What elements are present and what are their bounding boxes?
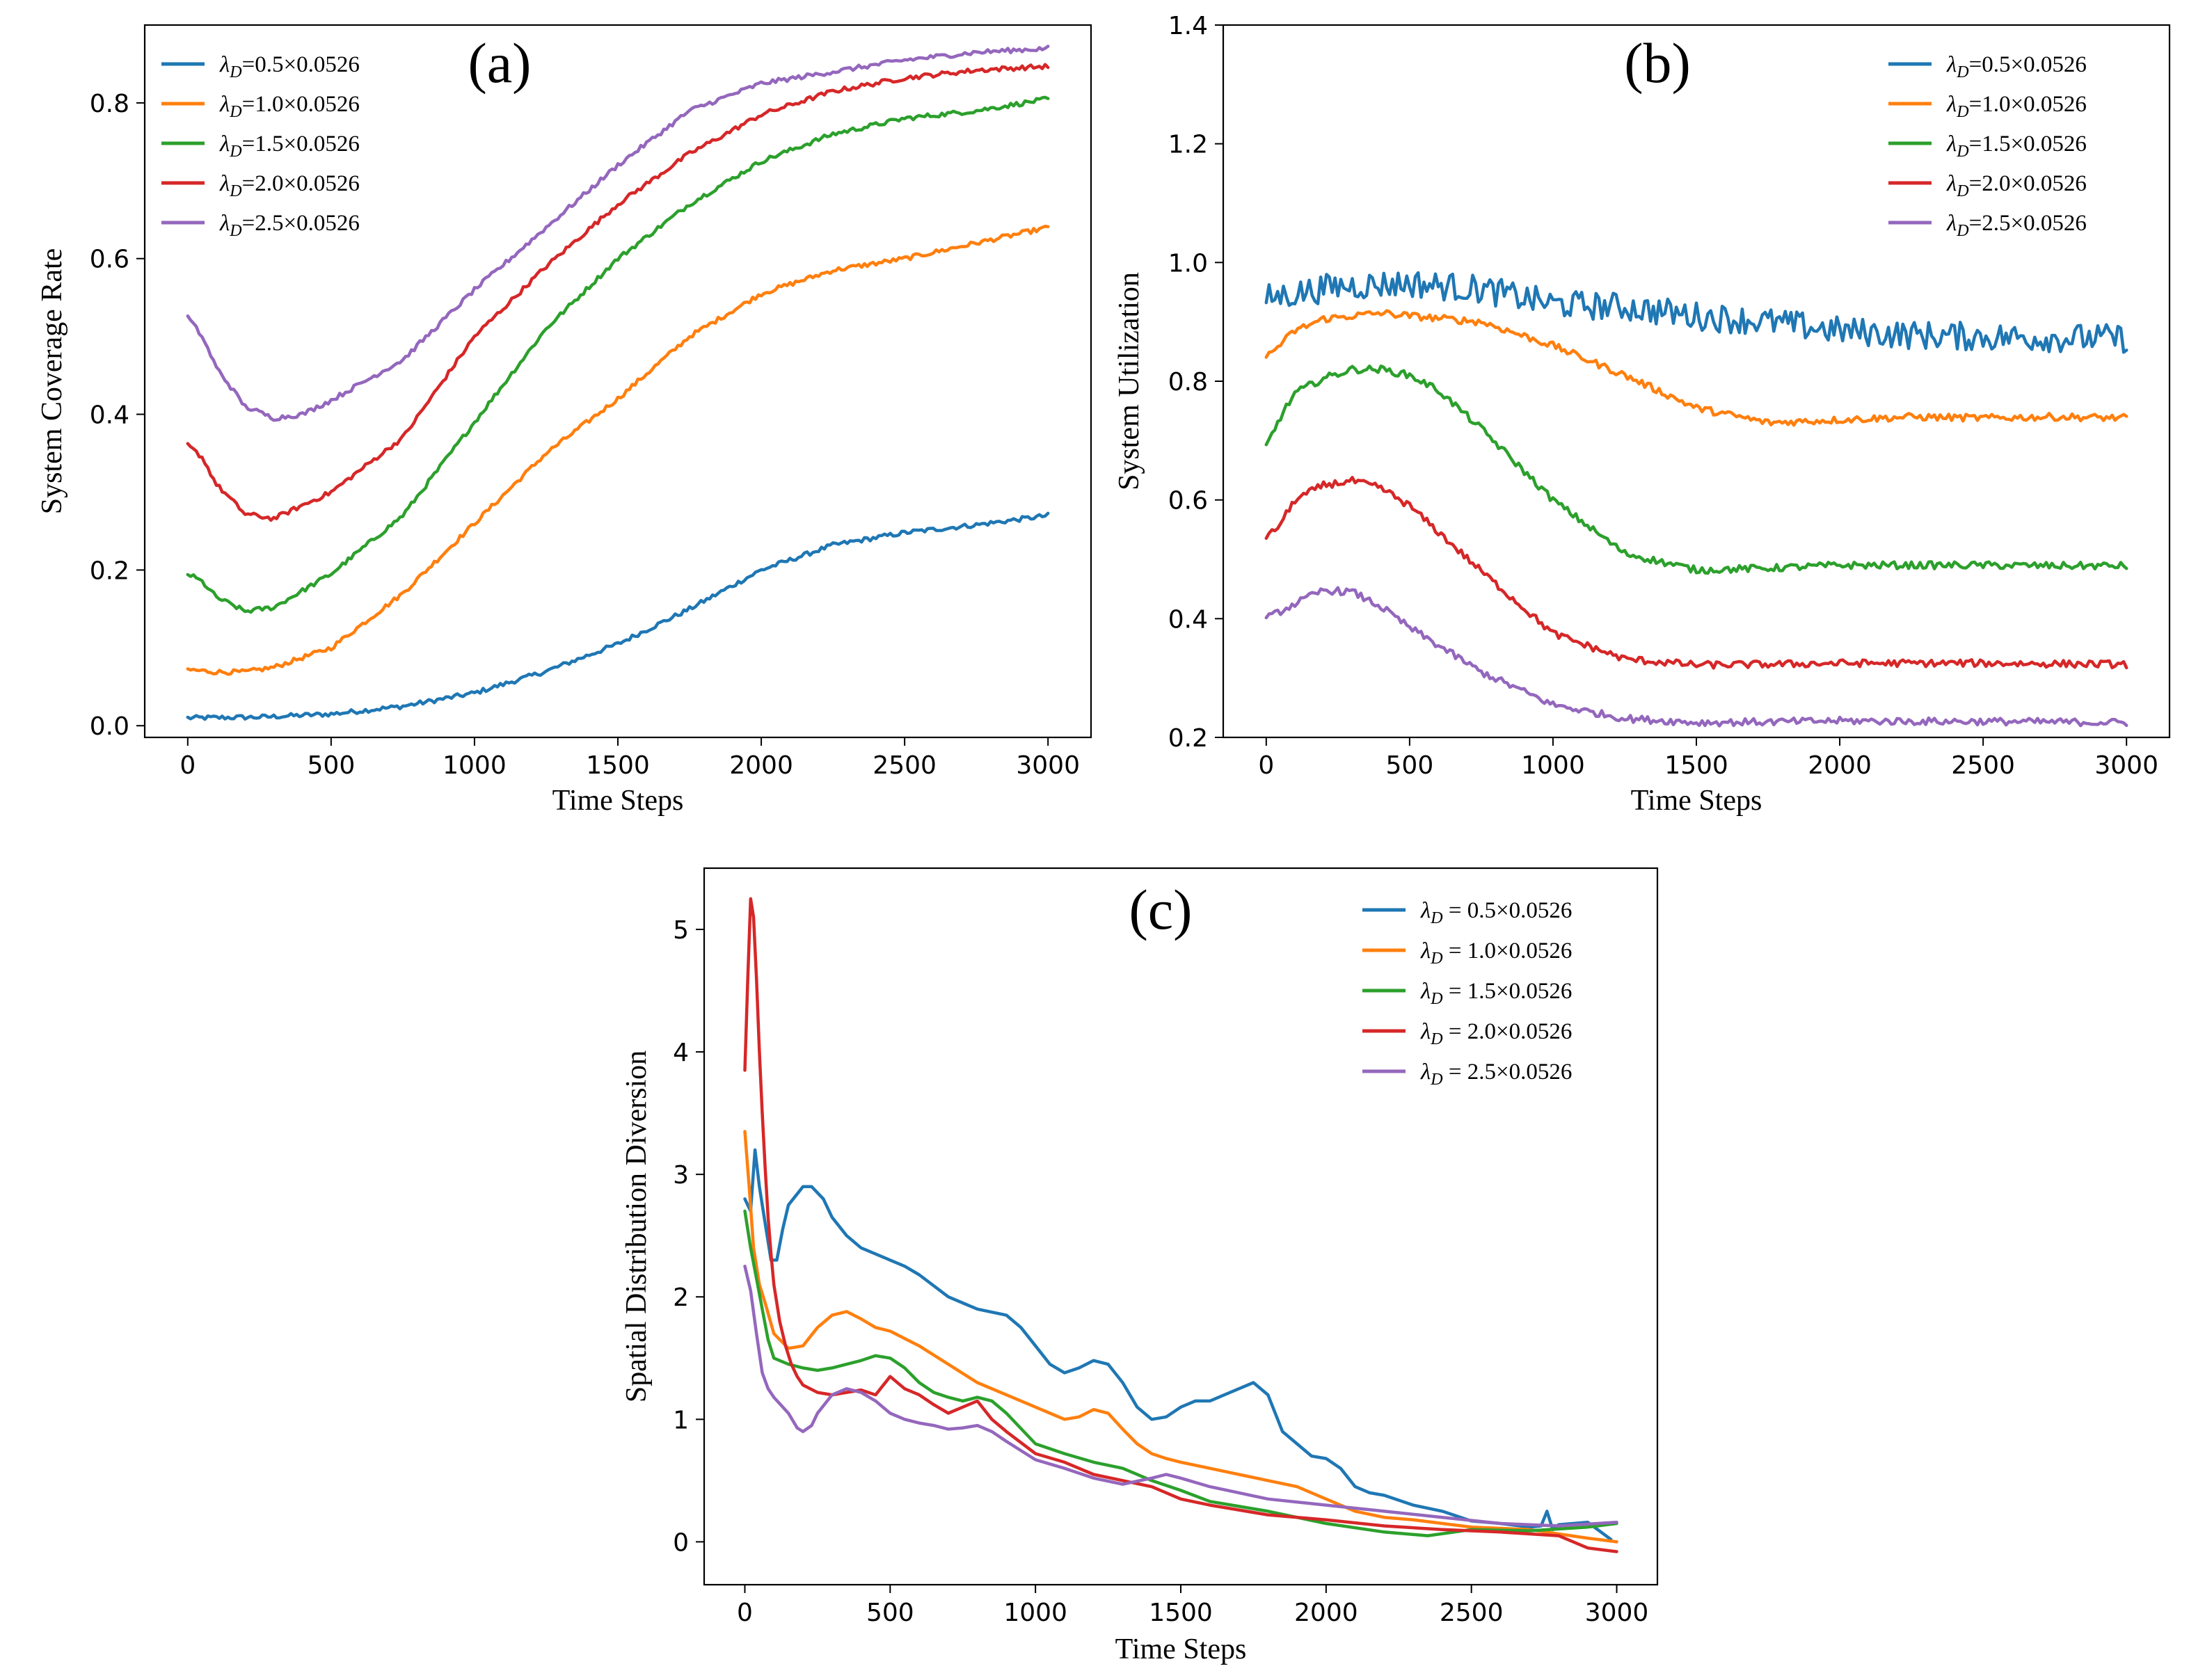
x-tick-label: 2500 (873, 751, 937, 780)
y-tick-label: 5 (673, 916, 689, 945)
x-tick-label: 2500 (1951, 751, 2015, 780)
series-line (743, 897, 1618, 1553)
x-tick-label: 3000 (2094, 751, 2158, 780)
series-line (186, 63, 1050, 522)
y-tick-label: 0 (673, 1528, 689, 1557)
legend-entry: λD=2.5×0.0526 (1946, 211, 2087, 240)
y-tick-label: 2 (673, 1283, 689, 1312)
x-tick-label: 1000 (443, 751, 507, 780)
legend-entry: λD=1.0×0.0526 (219, 92, 360, 121)
x-tick-label: 2500 (1440, 1599, 1504, 1627)
legend-entry: λD = 2.5×0.0526 (1420, 1059, 1572, 1089)
series-line (743, 1148, 1613, 1542)
y-tick-label: 4 (673, 1039, 689, 1067)
x-tick-label: 0 (1258, 751, 1274, 780)
x-tick-label: 2000 (1808, 751, 1872, 780)
legend-entry: λD = 1.5×0.0526 (1420, 979, 1572, 1008)
y-tick-label: 1.2 (1168, 131, 1208, 159)
legend-entry: λD=1.5×0.0526 (1946, 131, 2087, 161)
x-tick-label: 0 (180, 751, 196, 780)
legend-entry: λD = 2.0×0.0526 (1420, 1019, 1572, 1048)
x-tick-label: 500 (308, 751, 356, 780)
y-tick-label: 0.6 (90, 246, 129, 274)
x-tick-label: 3000 (1585, 1599, 1649, 1627)
series-line (1264, 586, 2128, 728)
y-tick-label: 0.4 (90, 401, 129, 430)
legend-entry: λD=2.5×0.0526 (219, 211, 360, 240)
y-tick-label: 0.2 (1168, 724, 1208, 753)
x-tick-label: 0 (737, 1599, 753, 1627)
series-line (743, 1264, 1618, 1528)
series-line (743, 1130, 1618, 1544)
y-tick-label: 0.4 (1168, 605, 1208, 634)
y-tick-label: 0.0 (90, 712, 129, 741)
legend-entry: λD=2.0×0.0526 (1946, 171, 2087, 200)
legend-entry: λD=1.5×0.0526 (219, 131, 360, 161)
x-tick-label: 1500 (1664, 751, 1728, 780)
x-tick-label: 500 (866, 1599, 914, 1627)
legend-entry: λD = 1.0×0.0526 (1420, 938, 1572, 968)
x-tick-label: 1500 (1149, 1599, 1213, 1627)
x-tick-label: 3000 (1016, 751, 1080, 780)
panel-label-c: (c) (1129, 878, 1192, 941)
x-tick-label: 1000 (1003, 1599, 1067, 1627)
series-line (186, 225, 1050, 676)
y-tick-label: 0.6 (1168, 487, 1208, 515)
ylabel-c: Spatial Distribution Diversion (621, 1050, 653, 1402)
ylabel-b: System Utilization (1113, 272, 1145, 490)
series-line (186, 45, 1050, 422)
series-line (743, 1209, 1618, 1537)
x-tick-label: 1500 (586, 751, 650, 780)
panel-b: 0 500 1000 1500 2000 2500 3000 0.2 0.4 0.6 0.8 1.0 1… (1113, 12, 2171, 817)
y-tick-label: 1 (673, 1406, 689, 1434)
y-tick-label: 1.4 (1168, 12, 1208, 40)
series-line (186, 511, 1050, 721)
x-tick-label: 1000 (1521, 751, 1585, 780)
y-tick-label: 0.8 (1168, 368, 1208, 397)
panel-label-a: (a) (468, 31, 531, 95)
y-tick-label: 0.8 (90, 90, 129, 118)
x-tick-label: 2000 (729, 751, 793, 780)
legend-entry: λD=0.5×0.0526 (219, 52, 360, 81)
y-tick-label: 0.2 (90, 557, 129, 585)
y-tick-label: 1.0 (1168, 249, 1208, 278)
series-line (1264, 271, 2128, 354)
x-tick-label: 500 (1386, 751, 1434, 780)
series-line (1264, 309, 2128, 427)
legend-entry: λD=0.5×0.0526 (1946, 52, 2087, 81)
panel-label-b: (b) (1624, 31, 1691, 95)
xlabel-c: Time Steps (1115, 1633, 1247, 1665)
legend-entry: λD=2.0×0.0526 (219, 171, 360, 200)
xlabel-a: Time Steps (552, 785, 684, 817)
series-line (1264, 476, 2128, 670)
legend-entry: λD = 0.5×0.0526 (1420, 898, 1572, 927)
series-line (1264, 364, 2128, 575)
x-tick-label: 2000 (1294, 1599, 1358, 1627)
panel-c: 0 500 1000 1500 2000 2500 3000 0 1 2 3 4 5 Time Step… (621, 867, 1659, 1665)
ylabel-a: System Coverage Rate (36, 248, 68, 515)
panel-a: 0 500 1000 1500 2000 2500 30000.00.20.40.60.8 … (36, 24, 1092, 817)
y-tick-label: 3 (673, 1161, 689, 1190)
xlabel-b: Time Steps (1631, 785, 1762, 817)
series-line (186, 95, 1050, 614)
legend-entry: λD=1.0×0.0526 (1946, 92, 2087, 121)
